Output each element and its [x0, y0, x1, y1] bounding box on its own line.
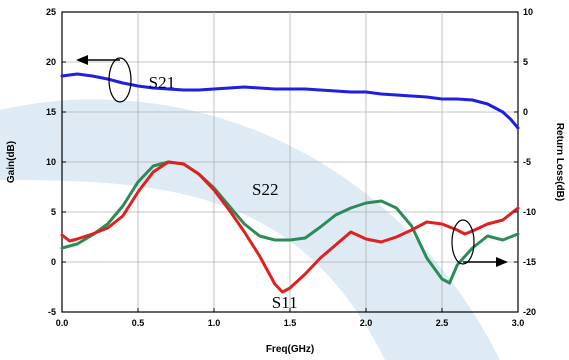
watermark-swoosh — [0, 99, 500, 360]
series-line-s11 — [60, 160, 520, 294]
s21-indicator-arrow-head — [76, 55, 88, 65]
y2-axis-title: Return Loss(dB) — [554, 123, 565, 201]
y2-tick-label: -15 — [523, 257, 536, 267]
annotations-layer: S21 S22 S11 — [149, 73, 298, 312]
x-tick-label: 0.0 — [56, 318, 69, 328]
ticks-layer: 0.0 0.5 1.0 1.5 2.0 2.5 3.0 -5 0 5 10 15 20 25 -20 -15 -… — [46, 7, 536, 328]
y-tick-label: 5 — [51, 207, 56, 217]
x-axis-title: Freq(GHz) — [266, 344, 314, 355]
y2-tick-label: 5 — [523, 57, 528, 67]
x-tick-label: 0.5 — [132, 318, 145, 328]
y-tick-label: 20 — [46, 57, 56, 67]
annotation-s11: S11 — [272, 293, 298, 312]
s11-s22-indicator-arrow-head — [496, 257, 508, 267]
series-line-s22 — [60, 160, 520, 285]
y2-tick-label: 0 — [523, 107, 528, 117]
s11-s22-indicator-ellipse — [451, 219, 475, 265]
y2-tick-label: -5 — [523, 157, 531, 167]
y-tick-label: 10 — [46, 157, 56, 167]
series-line-s21 — [60, 72, 520, 130]
x-tick-label: 1.0 — [208, 318, 221, 328]
x-tick-label: 3.0 — [512, 318, 525, 328]
y-tick-label: 0 — [51, 257, 56, 267]
y-tick-label: 25 — [46, 7, 56, 17]
y-axis-title: Gain(dB) — [6, 141, 17, 183]
plot-area: 0.0 0.5 1.0 1.5 2.0 2.5 3.0 -5 0 5 10 15 20 25 -20 -15 -… — [46, 7, 536, 328]
annotation-s21: S21 — [149, 73, 175, 92]
x-tick-label: 1.5 — [284, 318, 297, 328]
s21-indicator-ellipse — [108, 57, 132, 103]
y2-tick-label: 10 — [523, 7, 533, 17]
y-tick-label: 15 — [46, 107, 56, 117]
y2-tick-label: -10 — [523, 207, 536, 217]
y-tick-label: -5 — [48, 307, 56, 317]
s11-s22-axis-indicator — [451, 219, 508, 267]
x-tick-label: 2.0 — [360, 318, 373, 328]
y2-tick-label: -20 — [523, 307, 536, 317]
series-layer — [60, 72, 520, 294]
grid — [62, 12, 518, 312]
x-tick-label: 2.5 — [436, 318, 449, 328]
s21-axis-indicator — [76, 55, 132, 103]
annotation-s22: S22 — [252, 180, 278, 199]
